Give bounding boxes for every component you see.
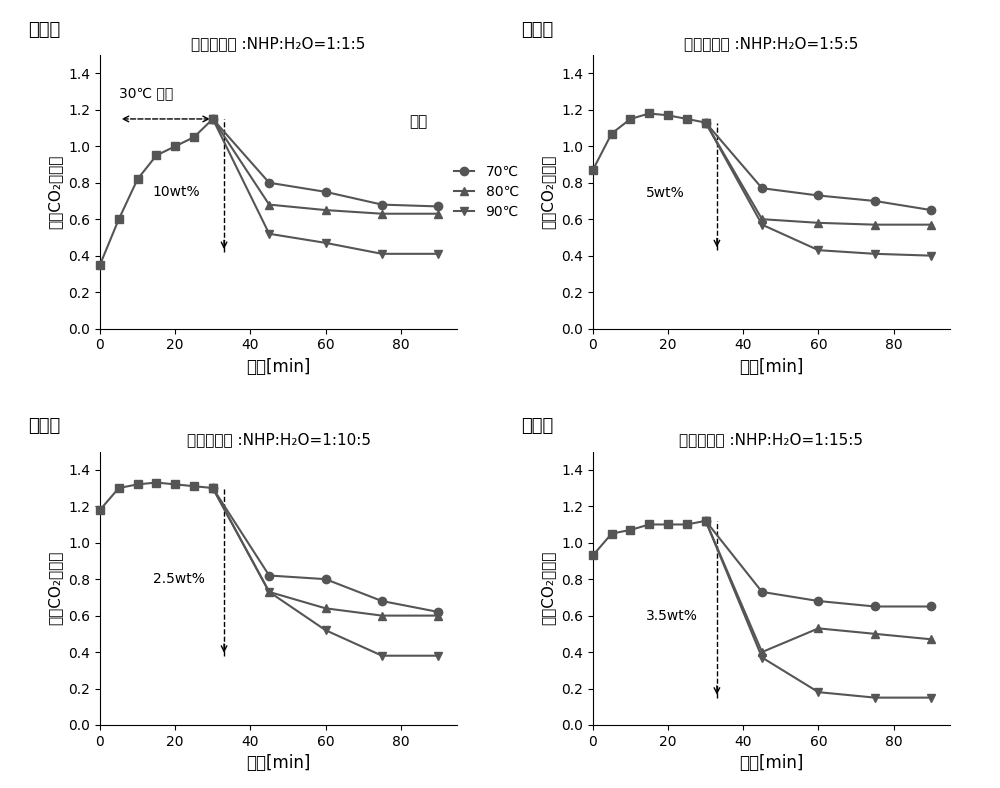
Line: 70℃: 70℃ <box>209 484 443 616</box>
80℃ <box>812 218 824 228</box>
Text: 2.5wt%: 2.5wt% <box>153 572 205 585</box>
80℃ <box>869 220 881 229</box>
Line: 90℃: 90℃ <box>209 115 443 258</box>
Text: （三）: （三） <box>29 417 61 435</box>
Text: 30℃ 吸收: 30℃ 吸收 <box>119 86 173 100</box>
80℃ <box>812 623 824 633</box>
70℃ <box>432 608 444 617</box>
70℃ <box>207 114 219 124</box>
90℃ <box>263 229 275 239</box>
Line: 80℃: 80℃ <box>701 118 935 229</box>
70℃ <box>376 200 388 210</box>
80℃ <box>869 629 881 638</box>
Y-axis label: 摩尔CO₂负载量: 摩尔CO₂负载量 <box>48 154 63 229</box>
90℃ <box>812 245 824 255</box>
80℃ <box>756 647 768 656</box>
90℃ <box>376 651 388 660</box>
Line: 70℃: 70℃ <box>701 118 935 214</box>
90℃ <box>376 249 388 258</box>
Title: 二胺化合物 :NHP:H₂O=1:15:5: 二胺化合物 :NHP:H₂O=1:15:5 <box>679 433 863 448</box>
90℃ <box>320 626 332 635</box>
80℃ <box>263 200 275 210</box>
90℃ <box>925 251 937 260</box>
90℃ <box>756 220 768 229</box>
X-axis label: 时间[min]: 时间[min] <box>246 754 311 772</box>
70℃ <box>812 191 824 200</box>
Text: 10wt%: 10wt% <box>153 185 200 199</box>
Text: （四）: （四） <box>521 417 554 435</box>
90℃ <box>432 249 444 258</box>
70℃ <box>320 574 332 584</box>
Title: 二胺化合物 :NHP:H₂O=1:5:5: 二胺化合物 :NHP:H₂O=1:5:5 <box>684 36 859 51</box>
80℃ <box>432 611 444 620</box>
Y-axis label: 摩尔CO₂负载量: 摩尔CO₂负载量 <box>541 154 556 229</box>
Text: （一）: （一） <box>29 20 61 39</box>
90℃ <box>925 693 937 702</box>
70℃ <box>869 602 881 611</box>
90℃ <box>320 238 332 247</box>
90℃ <box>207 114 219 124</box>
80℃ <box>320 604 332 613</box>
Text: 3.5wt%: 3.5wt% <box>645 609 697 623</box>
80℃ <box>925 220 937 229</box>
Line: 70℃: 70℃ <box>701 517 935 611</box>
Line: 70℃: 70℃ <box>209 115 443 210</box>
70℃ <box>432 202 444 211</box>
Title: 二胺化合物 :NHP:H₂O=1:1:5: 二胺化合物 :NHP:H₂O=1:1:5 <box>191 36 366 51</box>
Y-axis label: 摩尔CO₂负载量: 摩尔CO₂负载量 <box>541 551 556 626</box>
Line: 90℃: 90℃ <box>701 517 935 702</box>
80℃ <box>700 516 712 526</box>
80℃ <box>207 114 219 124</box>
70℃ <box>263 571 275 580</box>
80℃ <box>756 214 768 224</box>
70℃ <box>700 118 712 128</box>
Line: 80℃: 80℃ <box>701 517 935 656</box>
Y-axis label: 摩尔CO₂负载量: 摩尔CO₂负载量 <box>48 551 63 626</box>
70℃ <box>700 516 712 526</box>
80℃ <box>320 206 332 215</box>
90℃ <box>700 118 712 128</box>
Line: 80℃: 80℃ <box>209 115 443 218</box>
Line: 90℃: 90℃ <box>701 118 935 260</box>
80℃ <box>700 118 712 128</box>
90℃ <box>812 687 824 697</box>
90℃ <box>756 652 768 662</box>
90℃ <box>207 483 219 492</box>
70℃ <box>207 483 219 492</box>
X-axis label: 时间[min]: 时间[min] <box>739 754 804 772</box>
80℃ <box>376 611 388 620</box>
70℃ <box>812 597 824 606</box>
70℃ <box>756 587 768 597</box>
90℃ <box>263 587 275 597</box>
80℃ <box>263 587 275 597</box>
70℃ <box>756 184 768 193</box>
80℃ <box>432 209 444 218</box>
70℃ <box>869 196 881 206</box>
80℃ <box>207 483 219 492</box>
Legend: 70℃, 80℃, 90℃: 70℃, 80℃, 90℃ <box>451 162 522 221</box>
80℃ <box>376 209 388 218</box>
Line: 90℃: 90℃ <box>209 484 443 660</box>
Line: 80℃: 80℃ <box>209 484 443 620</box>
Text: 5wt%: 5wt% <box>645 186 684 200</box>
80℃ <box>925 634 937 644</box>
70℃ <box>925 602 937 611</box>
X-axis label: 时间[min]: 时间[min] <box>739 358 804 376</box>
90℃ <box>432 651 444 660</box>
90℃ <box>869 249 881 258</box>
70℃ <box>925 206 937 215</box>
Text: （二）: （二） <box>521 20 554 39</box>
70℃ <box>320 187 332 196</box>
70℃ <box>263 178 275 188</box>
Text: 再生: 再生 <box>409 114 427 129</box>
90℃ <box>869 693 881 702</box>
70℃ <box>376 597 388 606</box>
90℃ <box>700 516 712 526</box>
X-axis label: 时间[min]: 时间[min] <box>246 358 311 376</box>
Title: 二胺化合物 :NHP:H₂O=1:10:5: 二胺化合物 :NHP:H₂O=1:10:5 <box>187 433 371 448</box>
